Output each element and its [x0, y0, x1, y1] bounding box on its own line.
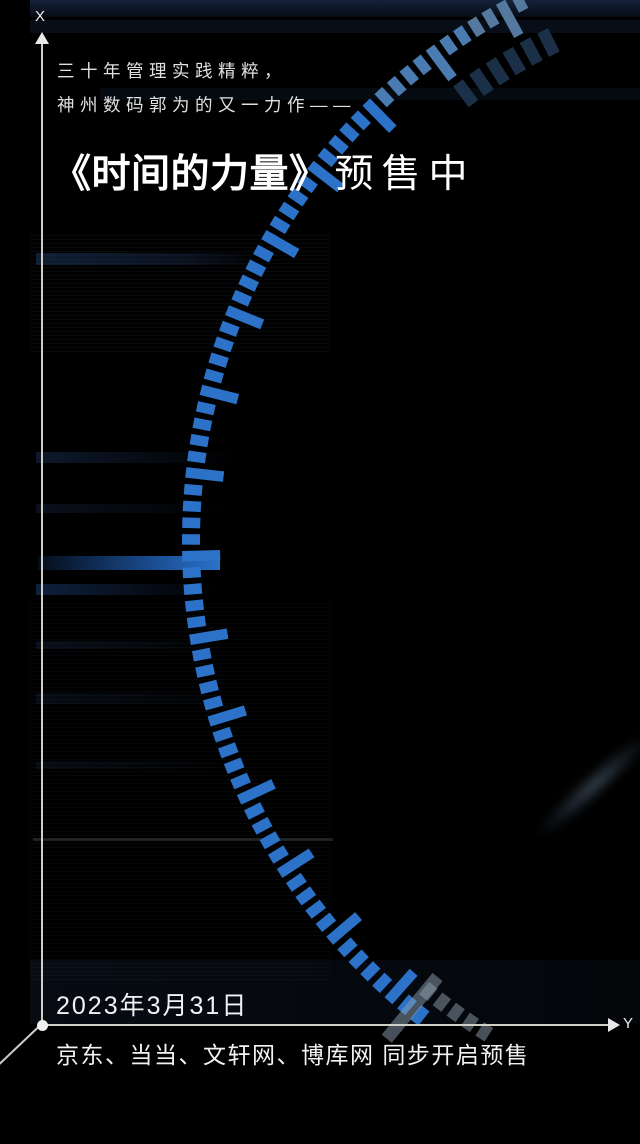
presale-status: 预售中 [334, 153, 476, 196]
x-axis-line [41, 38, 43, 1026]
x-axis-arrow-icon [35, 32, 49, 44]
main-title: 《时间的力量》 预售中 [52, 143, 476, 199]
y-axis-arrow-icon [608, 1018, 620, 1032]
release-date: 2023年3月31日 [56, 992, 249, 1020]
tagline-line1: 三十年管理实践精粹， [57, 61, 287, 81]
x-axis-label: X [35, 8, 46, 25]
y-axis-line [42, 1024, 612, 1026]
y-axis-label: Y [623, 1015, 634, 1032]
book-title: 《时间的力量》 [52, 153, 329, 196]
axis-origin-dot [37, 1020, 48, 1031]
sales-channels: 京东、当当、文轩网、博库网 同步开启预售 [56, 1042, 530, 1068]
tagline-line2: 神州数码郭为的又一力作—— [57, 95, 356, 115]
